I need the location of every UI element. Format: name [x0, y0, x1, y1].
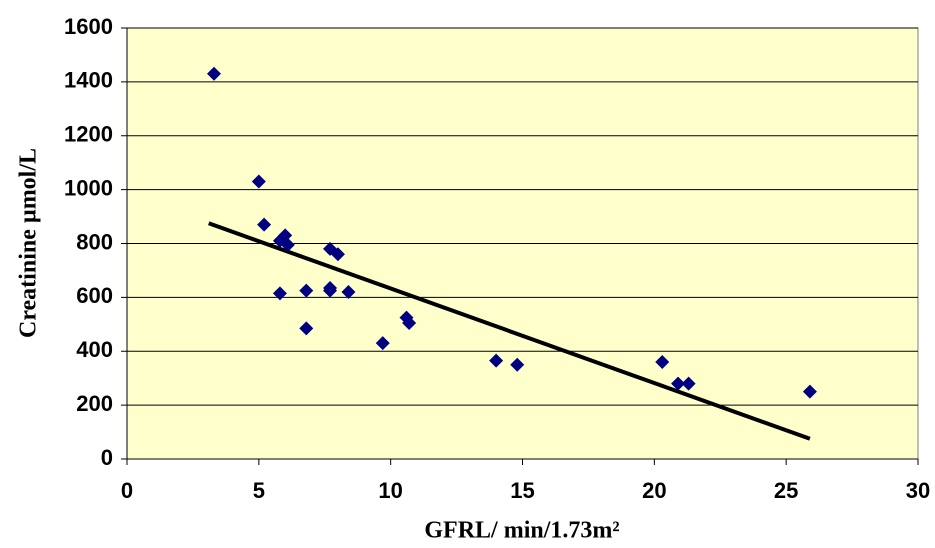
point	[802, 384, 817, 399]
y-tick-label: 1000	[64, 175, 113, 200]
y-tick-label: 600	[76, 283, 113, 308]
trend-line	[208, 221, 811, 441]
y-tick-label: 400	[76, 337, 113, 362]
x-tick-label: 25	[774, 478, 798, 503]
point	[489, 353, 504, 368]
point	[510, 357, 525, 372]
y-tick-label: 200	[76, 391, 113, 416]
point	[280, 237, 295, 252]
point	[671, 376, 686, 391]
point	[207, 66, 222, 81]
point	[341, 284, 356, 299]
point	[323, 283, 338, 298]
point	[251, 174, 266, 189]
y-tick-label: 1600	[64, 14, 113, 39]
point	[299, 283, 314, 298]
y-tick-label: 1400	[64, 68, 113, 93]
point	[681, 376, 696, 391]
point	[299, 321, 314, 336]
point	[257, 217, 272, 232]
x-tick-label: 5	[253, 478, 265, 503]
point	[655, 355, 670, 370]
x-tick-label: 0	[121, 478, 133, 503]
x-tick-label: 15	[510, 478, 534, 503]
y-axis-title: Creatinine µmol/L	[16, 148, 42, 338]
y-tick-label: 800	[76, 229, 113, 254]
y-tick-label: 0	[101, 445, 113, 470]
x-tick-label: 20	[642, 478, 666, 503]
x-tick-label: 30	[906, 478, 930, 503]
point	[330, 247, 345, 262]
point	[272, 286, 287, 301]
x-tick-label: 10	[378, 478, 402, 503]
x-axis-title: GFRL/ min/1.73m²	[424, 518, 619, 544]
point	[375, 336, 390, 351]
point	[402, 315, 417, 330]
y-tick-label: 1200	[64, 122, 113, 147]
